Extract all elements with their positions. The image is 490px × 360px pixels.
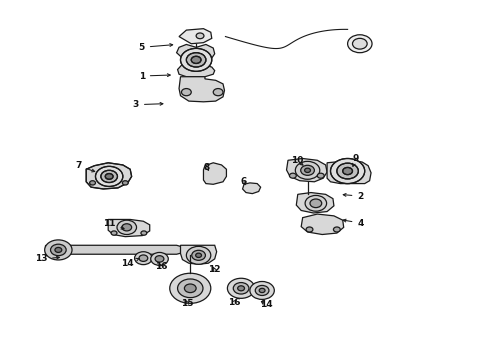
Circle shape xyxy=(331,158,365,184)
Polygon shape xyxy=(243,183,261,194)
Circle shape xyxy=(177,279,203,298)
Text: 5: 5 xyxy=(139,43,172,52)
Circle shape xyxy=(122,224,132,231)
Circle shape xyxy=(192,250,205,260)
Circle shape xyxy=(343,167,352,175)
Text: 6: 6 xyxy=(240,177,246,186)
Circle shape xyxy=(259,288,265,293)
Text: 10: 10 xyxy=(292,157,304,166)
Polygon shape xyxy=(179,77,224,102)
Circle shape xyxy=(333,227,340,232)
Circle shape xyxy=(227,278,255,298)
Circle shape xyxy=(255,285,269,296)
Circle shape xyxy=(184,284,196,293)
Circle shape xyxy=(306,227,313,232)
Text: 7: 7 xyxy=(75,161,95,172)
Circle shape xyxy=(352,39,367,49)
Polygon shape xyxy=(108,220,150,237)
Circle shape xyxy=(96,166,123,186)
Circle shape xyxy=(318,173,324,178)
Circle shape xyxy=(111,231,117,235)
Circle shape xyxy=(105,174,113,179)
Circle shape xyxy=(90,181,96,185)
Polygon shape xyxy=(176,44,215,77)
Circle shape xyxy=(301,165,315,175)
Circle shape xyxy=(55,247,62,252)
Text: 16: 16 xyxy=(155,262,167,271)
Circle shape xyxy=(337,163,358,179)
Circle shape xyxy=(290,173,296,178)
Circle shape xyxy=(170,273,211,303)
Circle shape xyxy=(347,35,372,53)
Circle shape xyxy=(117,220,137,234)
Circle shape xyxy=(141,231,147,235)
Circle shape xyxy=(305,168,311,172)
Circle shape xyxy=(233,283,249,294)
Text: 8: 8 xyxy=(203,163,210,172)
Circle shape xyxy=(310,199,322,208)
Text: 4: 4 xyxy=(343,219,364,228)
Polygon shape xyxy=(180,245,217,264)
Circle shape xyxy=(181,89,191,96)
Circle shape xyxy=(295,161,320,179)
Circle shape xyxy=(180,48,212,71)
Circle shape xyxy=(45,240,72,260)
Circle shape xyxy=(122,181,128,185)
Circle shape xyxy=(196,253,201,257)
Circle shape xyxy=(155,256,164,262)
Polygon shape xyxy=(296,193,334,213)
Circle shape xyxy=(191,56,201,63)
Polygon shape xyxy=(301,214,343,234)
Circle shape xyxy=(186,53,206,67)
Text: 14: 14 xyxy=(260,300,272,309)
Circle shape xyxy=(50,244,66,256)
Polygon shape xyxy=(179,29,212,44)
Text: 3: 3 xyxy=(133,100,163,109)
Circle shape xyxy=(196,33,204,39)
Text: 12: 12 xyxy=(208,265,221,274)
Text: 2: 2 xyxy=(343,192,364,201)
Text: 11: 11 xyxy=(103,219,124,229)
Polygon shape xyxy=(327,160,371,184)
Polygon shape xyxy=(86,163,132,189)
Polygon shape xyxy=(287,158,327,182)
Circle shape xyxy=(135,252,152,265)
Circle shape xyxy=(151,252,168,265)
Circle shape xyxy=(139,255,148,261)
Text: 9: 9 xyxy=(352,154,359,166)
Circle shape xyxy=(186,246,211,264)
Text: 16: 16 xyxy=(228,298,240,307)
Text: 15: 15 xyxy=(181,299,194,308)
Circle shape xyxy=(250,282,274,300)
Polygon shape xyxy=(203,163,226,184)
Polygon shape xyxy=(45,244,53,255)
Polygon shape xyxy=(53,245,186,254)
Text: 13: 13 xyxy=(35,255,59,264)
Circle shape xyxy=(213,89,223,96)
Circle shape xyxy=(101,170,118,183)
Circle shape xyxy=(305,195,327,211)
Circle shape xyxy=(238,286,245,291)
Text: 1: 1 xyxy=(139,72,170,81)
Text: 14: 14 xyxy=(121,258,139,268)
